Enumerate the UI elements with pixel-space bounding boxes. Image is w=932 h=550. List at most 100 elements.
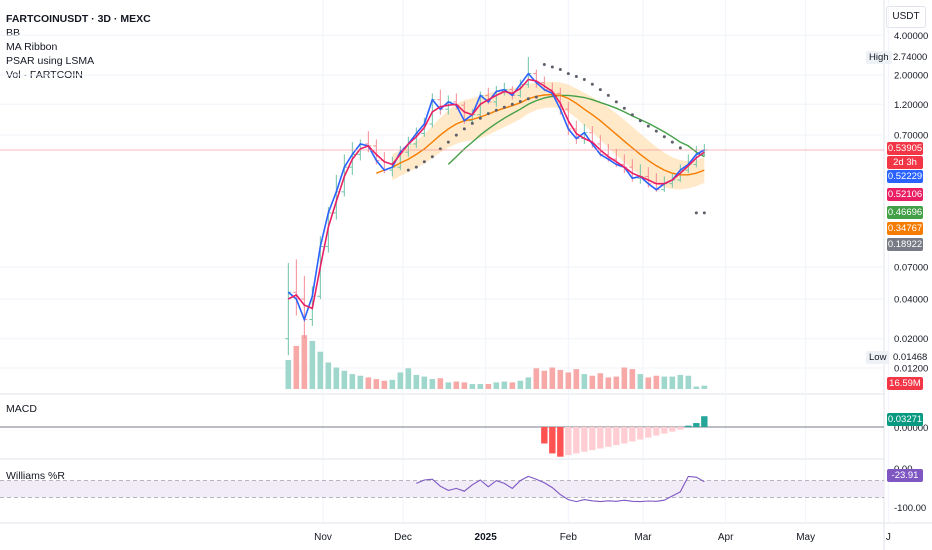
volume-bar: [621, 367, 628, 389]
volume-bar: [613, 376, 620, 389]
indicator-ma-ribbon[interactable]: MA Ribbon: [6, 41, 58, 53]
tag-long-ma: 0.46696: [887, 206, 923, 219]
tag-countdown: 2d 3h: [887, 156, 923, 169]
macd-histogram-bar: [597, 427, 604, 449]
volume-bar: [541, 370, 548, 389]
macd-histogram-bar: [557, 427, 564, 457]
tag-ribbon-ma: 0.52106: [887, 188, 923, 201]
time-tick-label: Dec: [394, 532, 412, 543]
chart-legend: FARTCOINUSDT · 3D · MEXC BB MA Ribbon PS…: [6, 12, 151, 82]
time-tick-label: 2025: [475, 532, 498, 543]
volume-bar: [661, 376, 668, 389]
indicator-bb[interactable]: BB: [6, 27, 21, 39]
williams-r-title[interactable]: Williams %R: [6, 470, 65, 482]
psar-dot: [638, 119, 642, 123]
price-tick-label: 0.02000: [894, 334, 928, 345]
volume-bar: [429, 379, 436, 389]
volume-bar: [301, 335, 308, 389]
psar-dot: [486, 112, 490, 116]
time-tick-label: Mar: [634, 532, 652, 543]
price-tick-label: 1.20000: [894, 100, 928, 111]
volume-bar: [389, 379, 396, 389]
volume-bar: [493, 382, 500, 389]
bollinger-band: [392, 81, 705, 190]
macd-histogram-bar: [637, 427, 644, 440]
psar-dot: [454, 133, 458, 137]
high-label: High: [866, 51, 892, 64]
psar-dot: [518, 99, 522, 103]
psar-dot: [670, 140, 674, 144]
psar-dot: [478, 116, 482, 120]
volume-bar: [605, 377, 612, 389]
macd-histogram-bar: [573, 427, 580, 454]
macd-tick-label: 0.00000: [894, 423, 928, 434]
volume-bar: [637, 374, 644, 389]
volume-bar: [293, 345, 300, 389]
high-value: 2.74000: [893, 52, 928, 63]
volume-bar: [325, 362, 332, 389]
psar-dot: [694, 211, 698, 215]
volume-bar: [685, 375, 692, 389]
volume-bar: [645, 377, 652, 389]
volume-bar: [421, 376, 428, 389]
volume-bar: [525, 377, 532, 389]
psar-dot: [406, 168, 410, 172]
volume-bar: [669, 376, 676, 389]
volume-bar: [309, 340, 316, 389]
volume-bar: [357, 375, 364, 389]
psar-dot: [462, 127, 466, 131]
volume-bar: [573, 369, 580, 389]
volume-bar: [517, 380, 524, 389]
psar-dot: [414, 165, 418, 169]
volume-bar: [285, 360, 292, 389]
volume-bar: [317, 351, 324, 389]
volume-bar: [509, 382, 516, 389]
price-tick-label: 2.00000: [894, 71, 928, 82]
williams-r-line: [416, 475, 705, 503]
indicator-psar[interactable]: PSAR using LSMA: [6, 55, 95, 67]
tag-slow-ma: 0.34767: [887, 222, 923, 235]
psar-dot: [534, 95, 538, 99]
volume-bar: [581, 374, 588, 389]
volume-bar: [397, 372, 404, 389]
volume-bar: [365, 377, 372, 389]
psar-dot: [542, 63, 546, 67]
macd-histogram-bar: [565, 427, 572, 456]
volume-bar: [629, 369, 636, 389]
ma-slow-line: [376, 93, 705, 176]
tag-last-price: 0.53905: [887, 142, 923, 155]
low-label: Low: [866, 351, 890, 364]
time-tick-label: Feb: [560, 532, 578, 543]
time-tick-label: Nov: [314, 532, 332, 543]
volume-bar: [373, 379, 380, 389]
volume-bar: [477, 384, 484, 389]
volume-bar: [333, 367, 340, 389]
williams-band: [0, 480, 884, 498]
psar-dot: [702, 211, 706, 215]
volume-bar: [469, 384, 476, 389]
macd-histogram-bar: [701, 416, 708, 427]
volume-bar: [405, 368, 412, 389]
macd-histogram-bar: [669, 427, 676, 432]
macd-histogram-bar: [685, 425, 692, 427]
tag-psar: 0.18922: [887, 238, 923, 251]
currency-unit-button[interactable]: USDT: [886, 6, 926, 28]
price-tick-label: 0.04000: [894, 295, 928, 306]
time-tick-label: J: [886, 532, 891, 543]
psar-dot: [678, 146, 682, 150]
price-tick-label: 0.01200: [894, 364, 928, 375]
tag-williams-r: -23.91: [887, 469, 923, 482]
symbol-title[interactable]: FARTCOINUSDT · 3D · MEXC: [6, 13, 151, 25]
macd-title[interactable]: MACD: [6, 403, 37, 415]
low-value: 0.01468: [893, 352, 928, 363]
price-tick-label: 0.70000: [894, 131, 928, 142]
williams-tick-label: -100.00: [894, 503, 926, 514]
volume-bar: [437, 378, 444, 389]
psar-dot: [630, 113, 634, 117]
volume-bar: [381, 380, 388, 389]
psar-dot: [622, 106, 626, 110]
macd-histogram-bar: [541, 427, 548, 444]
volume-bar: [453, 381, 460, 389]
